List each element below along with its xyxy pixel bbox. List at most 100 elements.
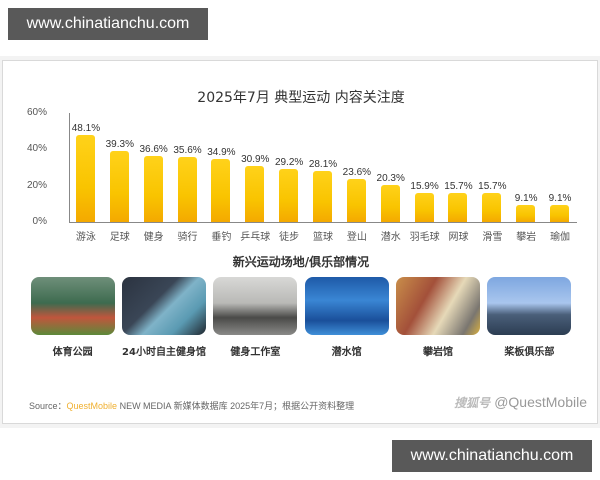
bar <box>516 205 536 222</box>
x-tick-label: 健身 <box>143 232 164 243</box>
bar-column: 20.3% <box>374 113 408 222</box>
bar-series: 48.1% 39.3% 36.6% 35.6% 34.9% 30.9% 29.2% 28.1%… <box>69 113 577 222</box>
x-tick-label: 徒步 <box>279 232 300 243</box>
bar <box>143 155 163 222</box>
x-tick-label: 篮球 <box>313 232 333 243</box>
bar-column: 9.1% <box>543 113 577 222</box>
infographic-card: 2025年7月 典型运动 内容关注度 60% 40% 20% 0% 48.1% 39.3… <box>2 60 598 424</box>
x-tick-label: 乒乓球 <box>240 232 271 243</box>
venue-card: 潜水馆 <box>304 277 389 358</box>
y-tick-label: 60% <box>26 107 47 118</box>
bar-value-label: 28.1% <box>308 158 338 170</box>
watermark-banner-top: www.chinatianchu.com <box>8 8 208 40</box>
diving-hall-photo <box>304 277 389 335</box>
bar <box>380 185 400 222</box>
bar-value-label: 15.7% <box>478 181 507 193</box>
x-tick-label: 滑雪 <box>482 232 503 243</box>
bar <box>109 150 129 222</box>
x-tick-label: 网球 <box>448 232 469 243</box>
bar-value-label: 20.3% <box>376 173 405 185</box>
x-tick-label: 骑行 <box>177 232 198 243</box>
bar <box>346 179 366 222</box>
bar-column: 15.7% <box>441 113 475 222</box>
y-axis: 60% 40% 20% 0% <box>13 107 53 229</box>
x-axis-line <box>69 222 577 223</box>
climbing-gym-photo <box>396 277 480 335</box>
bar <box>211 158 231 222</box>
bar-value-label: 15.7% <box>444 181 473 193</box>
x-tick-label: 攀岩 <box>516 232 537 243</box>
bar-value-label: 34.9% <box>207 146 236 158</box>
bar <box>75 134 95 222</box>
y-tick-label: 40% <box>26 143 47 155</box>
bar-column: 34.9% <box>204 113 238 222</box>
source-note: Source：QuestMobile NEW MEDIA 新媒体数据库 2025… <box>29 399 354 412</box>
bar-column: 9.1% <box>509 113 543 222</box>
bar <box>177 157 197 222</box>
sports-park-photo <box>30 277 115 335</box>
x-tick-label: 游泳 <box>75 232 96 243</box>
x-tick-label: 羽毛球 <box>409 232 440 243</box>
bar-value-label: 29.2% <box>274 156 304 168</box>
venue-card: 健身工作室 <box>213 277 298 358</box>
watermark-banner-bottom: www.chinatianchu.com <box>392 440 592 472</box>
venue-gallery: 体育公园 24小时自主健身馆 健身工作室 潜水馆 攀岩馆 桨板俱乐部 <box>27 277 575 358</box>
venue-card: 桨板俱乐部 <box>487 277 572 358</box>
chart-title: 2025年7月 典型运动 内容关注度 <box>197 90 405 106</box>
bar <box>550 205 570 222</box>
bar-column: 35.6% <box>171 113 205 222</box>
x-tick-label: 登山 <box>346 232 367 243</box>
venues-section-title: 新兴运动场地/俱乐部情况 <box>232 255 370 269</box>
bar-value-label: 48.1% <box>71 122 101 134</box>
bar-column: 28.1% <box>306 113 340 222</box>
source-brand: QuestMobile <box>66 401 118 411</box>
venue-label: 健身工作室 <box>230 347 281 358</box>
venue-card: 体育公园 <box>30 277 115 358</box>
fitness-studio-photo <box>213 277 298 335</box>
bar <box>279 168 299 222</box>
bar-column: 29.2% <box>272 113 306 222</box>
bar-column: 48.1% <box>69 113 103 222</box>
x-tick-label: 潜水 <box>380 232 401 243</box>
venue-label: 24小时自主健身馆 <box>122 347 206 358</box>
attribution: 搜狐号 @QuestMobile <box>454 394 587 411</box>
bar-value-label: 9.1% <box>548 193 572 205</box>
venue-card: 攀岩馆 <box>396 277 480 358</box>
watermark-text: www.chinatianchu.com <box>410 447 574 464</box>
24h-gym-photo <box>122 277 206 335</box>
venue-label: 攀岩馆 <box>423 347 453 358</box>
bar-value-label: 30.9% <box>241 153 270 165</box>
bar-column: 39.3% <box>103 113 137 222</box>
bar-value-label: 35.6% <box>173 145 202 157</box>
y-tick-label: 20% <box>26 179 47 191</box>
venue-card: 24小时自主健身馆 <box>122 277 206 358</box>
bar <box>245 165 265 222</box>
bar-value-label: 23.6% <box>342 167 372 179</box>
venue-label: 潜水馆 <box>331 347 362 358</box>
x-tick-label: 足球 <box>109 232 130 243</box>
bar-column: 15.7% <box>475 113 509 222</box>
bar <box>448 193 468 222</box>
bar <box>414 193 434 222</box>
source-prefix: Source： <box>29 401 67 411</box>
source-detail: NEW MEDIA 新媒体数据库 2025年7月；根据公开资料整理 <box>117 401 355 411</box>
bar-value-label: 39.3% <box>105 138 134 150</box>
watermark-text: www.chinatianchu.com <box>26 15 190 32</box>
venue-label: 桨板俱乐部 <box>504 347 555 358</box>
bar-value-label: 15.9% <box>410 181 439 193</box>
bar <box>482 193 502 222</box>
platform-logo: 搜狐号 <box>454 396 491 410</box>
paddleboard-club-photo <box>487 277 572 335</box>
bar-column: 36.6% <box>137 113 171 222</box>
bar-value-label: 9.1% <box>514 193 538 205</box>
bar-column: 23.6% <box>340 113 374 222</box>
y-axis-line <box>69 113 70 223</box>
y-tick-label: 0% <box>32 216 47 227</box>
bar-value-label: 36.6% <box>139 143 168 155</box>
x-tick-label: 垂钓 <box>211 232 232 243</box>
attribution-handle: @QuestMobile <box>494 394 587 410</box>
bar <box>313 170 332 222</box>
bar-column: 30.9% <box>238 113 272 222</box>
x-tick-label: 瑜伽 <box>550 232 571 243</box>
bar-column: 15.9% <box>408 113 442 222</box>
